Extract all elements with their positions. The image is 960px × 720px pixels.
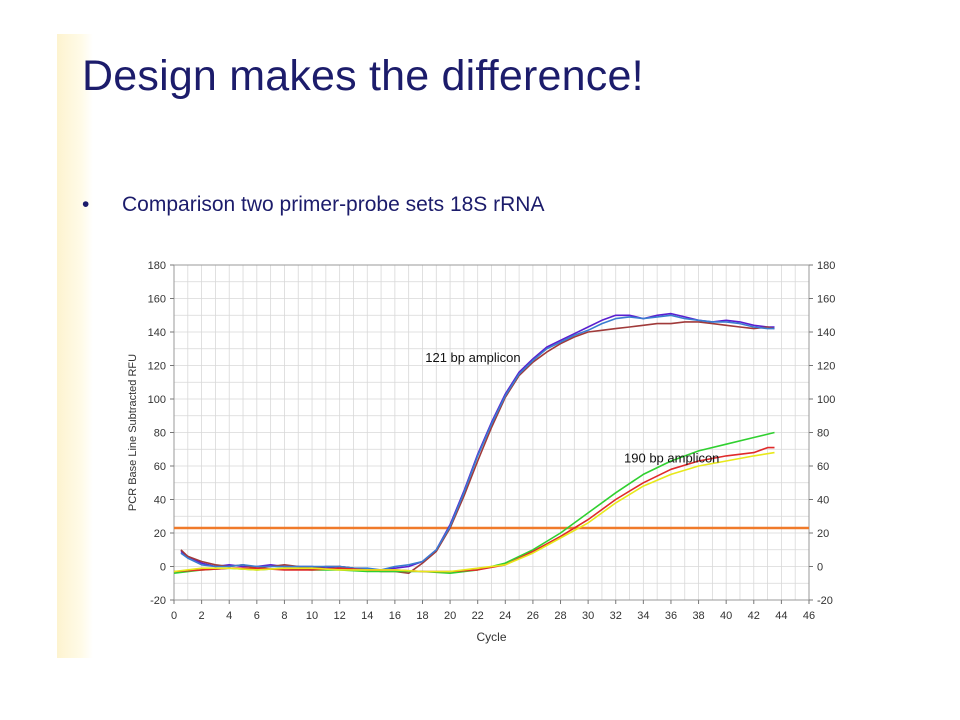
y-tick-label-right: 180 [817, 260, 835, 272]
x-tick-label: 28 [554, 610, 566, 622]
x-tick-label: 16 [389, 610, 401, 622]
y-tick-label-right: 160 [817, 294, 835, 306]
y-tick-label-left: 20 [154, 528, 166, 540]
x-tick-label: 24 [499, 610, 511, 622]
y-tick-label-left: 60 [154, 461, 166, 473]
x-tick-label: 26 [527, 610, 539, 622]
x-tick-label: 10 [306, 610, 318, 622]
x-tick-label: 20 [444, 610, 456, 622]
x-tick-label: 44 [775, 610, 787, 622]
x-tick-label: 8 [281, 610, 287, 622]
y-tick-label-left: 0 [160, 562, 166, 574]
x-tick-label: 14 [361, 610, 373, 622]
y-tick-label-right: 20 [817, 528, 829, 540]
annotation-label-1: 121 bp amplicon [425, 350, 520, 365]
x-tick-label: 2 [199, 610, 205, 622]
y-axis-label: PCR Base Line Subtracted RFU [127, 354, 139, 511]
x-tick-label: 42 [748, 610, 760, 622]
x-tick-label: 30 [582, 610, 594, 622]
x-tick-label: 32 [610, 610, 622, 622]
annotation-label-2: 190 bp amplicon [624, 451, 719, 466]
x-tick-label: 46 [803, 610, 815, 622]
x-tick-label: 34 [637, 610, 649, 622]
y-tick-label-left: 120 [148, 361, 166, 373]
bullet-text: Comparison two primer-probe sets 18S rRN… [122, 193, 545, 216]
x-tick-label: 18 [416, 610, 428, 622]
y-tick-label-right: 80 [817, 428, 829, 440]
slide-accent-band [57, 34, 93, 658]
y-tick-label-left: 100 [148, 394, 166, 406]
y-tick-label-right: 100 [817, 394, 835, 406]
bullet-item: • Comparison two primer-probe sets 18S rR… [82, 193, 544, 217]
y-tick-label-left: 160 [148, 294, 166, 306]
x-tick-label: 6 [254, 610, 260, 622]
series-line-6 [173, 451, 775, 573]
y-tick-label-right: 140 [817, 327, 835, 339]
series-line-5 [173, 446, 775, 573]
x-tick-label: 36 [665, 610, 677, 622]
series-line-3 [180, 314, 775, 571]
y-tick-label-left: 140 [148, 327, 166, 339]
bullet-marker: • [82, 193, 90, 216]
y-tick-label-right: 0 [817, 562, 823, 574]
x-tick-label: 12 [334, 610, 346, 622]
y-tick-label-left: 40 [154, 495, 166, 507]
y-tick-label-right: 120 [817, 361, 835, 373]
x-tick-label: 38 [692, 610, 704, 622]
y-tick-label-left: 80 [154, 428, 166, 440]
slide-title: Design makes the difference! [82, 52, 644, 100]
y-tick-label-left: -20 [150, 595, 166, 607]
x-tick-label: 40 [720, 610, 732, 622]
x-tick-label: 22 [472, 610, 484, 622]
x-tick-label: 4 [226, 610, 232, 622]
y-tick-label-right: 60 [817, 461, 829, 473]
y-tick-label-right: -20 [817, 595, 833, 607]
x-tick-label: 0 [171, 610, 177, 622]
y-tick-label-right: 40 [817, 495, 829, 507]
y-tick-label-left: 180 [148, 260, 166, 272]
x-axis-label: Cycle [476, 630, 506, 644]
